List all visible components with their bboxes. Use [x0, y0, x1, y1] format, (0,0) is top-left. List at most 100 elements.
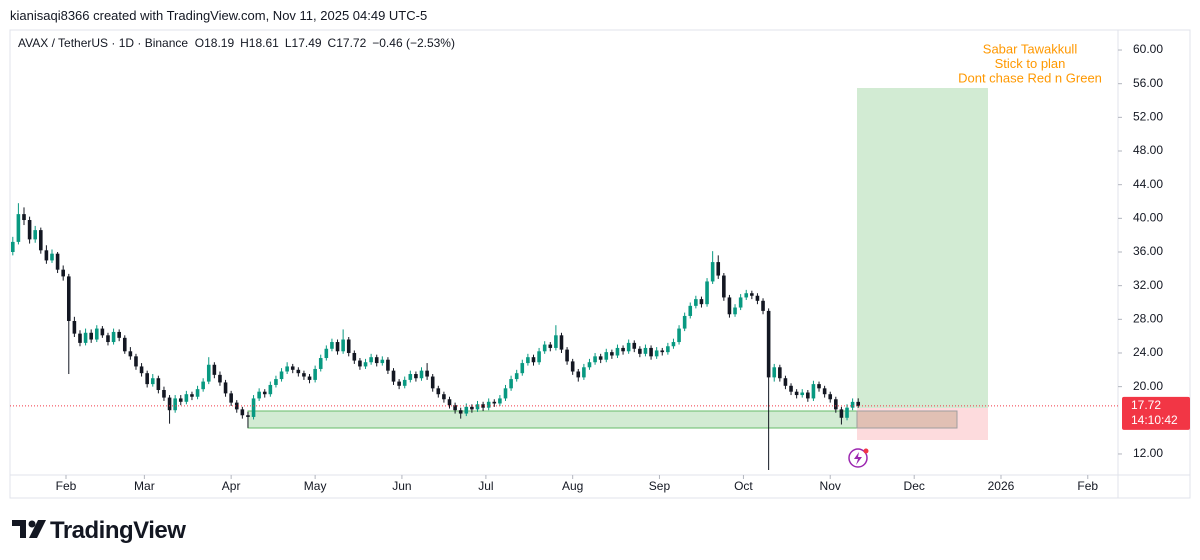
candle-body [178, 398, 183, 402]
candle-body [750, 293, 754, 296]
candle-body [240, 409, 245, 416]
candle-body [537, 351, 541, 363]
ohlc-label: C [327, 36, 337, 50]
support-zone [247, 410, 858, 429]
ohlc-value: 17.72 [336, 36, 367, 50]
candle-body [106, 335, 110, 343]
x-tick-label: Oct [734, 479, 753, 493]
candle-body [397, 381, 401, 386]
candle-body [710, 262, 715, 282]
candle-body [290, 366, 295, 370]
symbol-legend: AVAX / TetherUS · 1D · Binance O18.19 H18… [18, 36, 455, 50]
candle-body [755, 295, 760, 301]
candle-body [822, 388, 827, 395]
x-tick-label: Apr [222, 479, 241, 493]
candle-body [257, 391, 261, 399]
candle-body [50, 253, 54, 261]
logo: TradingView [50, 517, 186, 544]
candle-body [492, 401, 497, 404]
y-tick-label: 20.00 [1133, 379, 1163, 393]
candle-body [436, 388, 441, 395]
candle-body [442, 394, 446, 400]
y-tick-label: 36.00 [1133, 244, 1163, 258]
candle-body [341, 339, 345, 352]
candle-body [296, 369, 301, 374]
candle-body [414, 374, 418, 379]
candle-body [772, 367, 777, 378]
candle-body [134, 356, 138, 367]
ohlc: O18.19 H18.61 L17.49 C17.72 [195, 36, 373, 50]
candle-body [223, 382, 228, 394]
event-icon-bolt [854, 452, 862, 465]
ohlc-label: O [194, 36, 205, 50]
candle-body [458, 410, 463, 414]
candle-body [766, 310, 771, 378]
candle-body [324, 348, 329, 359]
candle-body [526, 357, 530, 364]
candle-body [44, 250, 49, 261]
y-tick-label: 48.00 [1133, 143, 1163, 157]
x-tick-label: Dec [904, 479, 925, 493]
candle-body [346, 339, 351, 353]
candle-body [430, 376, 435, 389]
candle-body [363, 362, 368, 367]
candle-body [761, 300, 765, 311]
ohlc-value: 17.49 [291, 36, 322, 50]
candle-body [380, 359, 385, 364]
candle-body [425, 370, 429, 377]
candle-body [156, 378, 161, 391]
candle-body [565, 349, 569, 362]
candle-body [162, 390, 166, 398]
candle-body [694, 299, 698, 306]
logo-icon [12, 520, 46, 538]
candle-body [699, 299, 704, 305]
chart-frame [9, 29, 1191, 499]
candle-body [78, 333, 82, 343]
annotation-text: Dont chase Red n Green [958, 70, 1102, 85]
last-price-box [1122, 396, 1190, 430]
candle-body [638, 348, 642, 354]
candle-body [486, 401, 491, 408]
candle-body [66, 276, 71, 322]
y-tick-label: 32.00 [1133, 278, 1163, 292]
candle-body [576, 371, 581, 378]
candle-body [598, 356, 603, 360]
candle-body [369, 357, 373, 363]
candle-body [268, 384, 273, 395]
candle-body [173, 398, 177, 411]
candle-body [794, 391, 799, 396]
candle-body [610, 352, 614, 356]
candle-body [27, 220, 32, 240]
candle-body [302, 373, 306, 377]
candle-body [464, 406, 469, 414]
annotation-text: Sabar Tawakkull [983, 41, 1078, 56]
candle-body [806, 392, 810, 399]
candle-body [514, 373, 519, 380]
candle-body [593, 356, 597, 363]
candle-body [262, 391, 267, 395]
x-tick-label: Sep [649, 479, 671, 493]
candle-body [811, 384, 816, 399]
x-tick-label: Nov [820, 479, 841, 493]
event-icon[interactable] [848, 448, 868, 468]
candle-body [688, 305, 693, 316]
annotation-text: Stick to plan [995, 56, 1066, 71]
candle-body [318, 358, 323, 369]
candle-body [307, 376, 312, 380]
candle-body [554, 335, 558, 348]
candle-body [705, 281, 709, 305]
candle-body [145, 373, 149, 385]
countdown-label: 14:10:42 [1131, 413, 1178, 427]
candle-body [783, 378, 788, 386]
candles [10, 203, 861, 470]
candle-body [817, 384, 821, 389]
candle-body [61, 269, 65, 277]
y-tick-label: 12.00 [1133, 446, 1163, 460]
y-tick-label: 56.00 [1133, 76, 1163, 90]
candle-body [117, 331, 121, 338]
candle-body [167, 397, 172, 411]
candle-body [218, 374, 222, 383]
candle-body [626, 342, 631, 352]
